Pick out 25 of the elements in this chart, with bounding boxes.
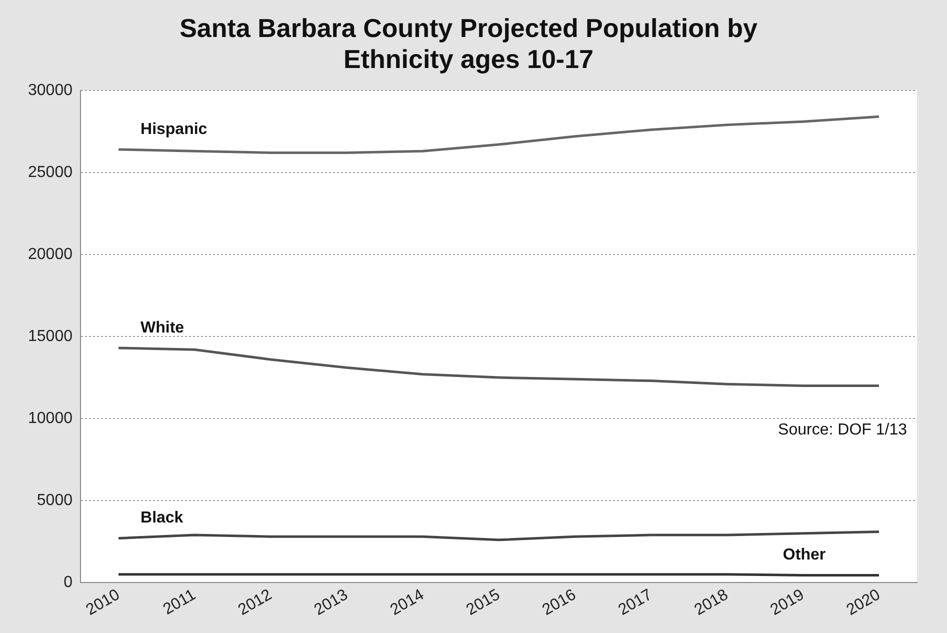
y-tick-label: 0 (64, 574, 73, 591)
x-tick-label: 2020 (844, 586, 884, 619)
x-tick-label: 2014 (388, 586, 427, 619)
series-label: Hispanic (140, 120, 208, 138)
x-tick-label: 2016 (540, 586, 580, 619)
x-tick-label: 2017 (616, 586, 656, 619)
y-tick-label: 5000 (36, 492, 73, 509)
series-label: Black (140, 510, 184, 527)
y-tick-label: 10000 (28, 410, 73, 427)
y-tick-label: 15000 (28, 328, 73, 345)
x-tick-label: 2011 (160, 586, 199, 618)
series-label: White (140, 319, 184, 336)
text: Santa Barbara County Projected Population by (180, 12, 758, 43)
y-tick-label: 30000 (28, 82, 73, 99)
x-tick-label: 2013 (312, 586, 351, 619)
x-tick-label: 2010 (83, 586, 123, 619)
annotation: Source: DOF 1/13 (778, 421, 908, 438)
x-tick-label: 2018 (692, 586, 732, 619)
x-tick-label: 2019 (768, 586, 808, 619)
x-tick-label: 2015 (464, 586, 504, 619)
y-tick-label: 20000 (28, 246, 73, 263)
series-label: Other (782, 546, 826, 564)
y-tick-label: 25000 (28, 164, 73, 181)
x-tick-label: 2012 (235, 586, 275, 619)
text: Ethnicity ages 10-17 (344, 44, 594, 74)
